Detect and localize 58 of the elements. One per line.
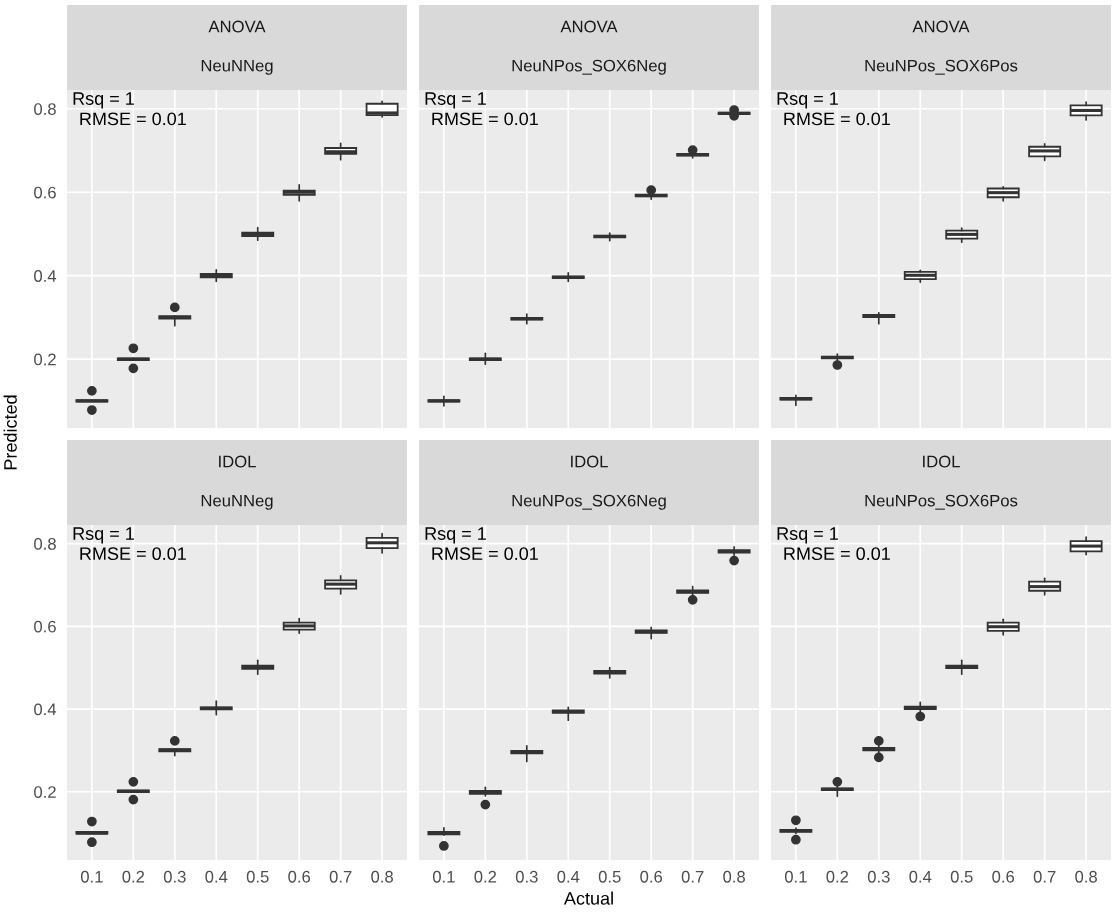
x-tick-label: 0.8 <box>1075 870 1097 883</box>
x-tick-label: 0.3 <box>515 870 538 883</box>
x-tick-label: 0.3 <box>163 870 186 883</box>
x-tick-label: 0.5 <box>246 870 269 883</box>
chart-title: IDOL <box>219 455 256 468</box>
x-tick-label: 0.1 <box>80 870 103 883</box>
x-tick-label: 0.5 <box>598 870 621 883</box>
x-tick-label: 0.8 <box>723 870 745 883</box>
chart-title: ANOVA <box>208 20 266 33</box>
x-tick-label: 0.4 <box>205 870 228 883</box>
annotation: RMSE = 0.01 <box>80 112 186 126</box>
x-tick-label: 0.1 <box>432 870 455 883</box>
chart-title: IDOL <box>923 455 960 468</box>
x-tick-label: 0.2 <box>826 870 849 883</box>
y-tick-label: 0.2 <box>34 786 56 798</box>
annotation: Rsq = 1 <box>73 92 134 109</box>
x-tick-label: 0.7 <box>681 870 704 883</box>
chart-subtitle: NeuNPos_SOX6Pos <box>865 494 1018 510</box>
x-tick-label: 0.6 <box>288 870 311 883</box>
x-tick-label: 0.2 <box>474 870 497 883</box>
x-tick-label: 0.4 <box>909 870 932 883</box>
annotation: RMSE = 0.01 <box>432 547 538 561</box>
chart-subtitle: NeuNNeg <box>201 59 273 75</box>
y-tick-label: 0.6 <box>34 186 56 199</box>
x-tick-label: 0.6 <box>992 870 1015 883</box>
chart-title: ANOVA <box>912 20 970 33</box>
x-tick-label: 0.8 <box>371 870 393 883</box>
y-axis-title: Predicted <box>3 395 17 470</box>
x-tick-label: 0.4 <box>557 870 580 883</box>
x-tick-label: 0.5 <box>950 870 973 883</box>
chart-subtitle: NeuNNeg <box>201 494 273 510</box>
y-tick-label: 0.4 <box>34 703 57 716</box>
x-tick-label: 0.1 <box>784 870 807 883</box>
chart-title: IDOL <box>571 455 608 468</box>
chart-title: ANOVA <box>560 20 618 33</box>
x-tick-label: 0.7 <box>1033 870 1056 883</box>
y-tick-label: 0.8 <box>34 103 56 115</box>
y-tick-label: 0.6 <box>34 620 56 633</box>
annotation: RMSE = 0.01 <box>784 112 890 126</box>
x-tick-label: 0.3 <box>867 870 890 883</box>
x-tick-label: 0.6 <box>640 870 663 883</box>
annotation: Rsq = 1 <box>425 92 486 109</box>
x-axis-title: Actual <box>563 891 613 905</box>
chart-subtitle: NeuNPos_SOX6Neg <box>512 59 666 75</box>
annotation: RMSE = 0.01 <box>80 547 186 561</box>
y-tick-label: 0.2 <box>34 353 56 366</box>
y-tick-label: 0.8 <box>34 538 56 550</box>
annotation: Rsq = 1 <box>777 92 838 109</box>
annotation: RMSE = 0.01 <box>784 547 890 561</box>
annotation: RMSE = 0.01 <box>432 112 538 126</box>
annotation: Rsq = 1 <box>425 527 486 544</box>
y-tick-label: 0.4 <box>34 270 57 282</box>
chart-subtitle: NeuNPos_SOX6Pos <box>865 59 1018 75</box>
chart-subtitle: NeuNPos_SOX6Neg <box>512 494 666 510</box>
x-tick-label: 0.2 <box>122 870 145 883</box>
annotation: Rsq = 1 <box>73 527 134 544</box>
x-tick-label: 0.7 <box>329 870 352 883</box>
annotation: Rsq = 1 <box>777 527 838 544</box>
